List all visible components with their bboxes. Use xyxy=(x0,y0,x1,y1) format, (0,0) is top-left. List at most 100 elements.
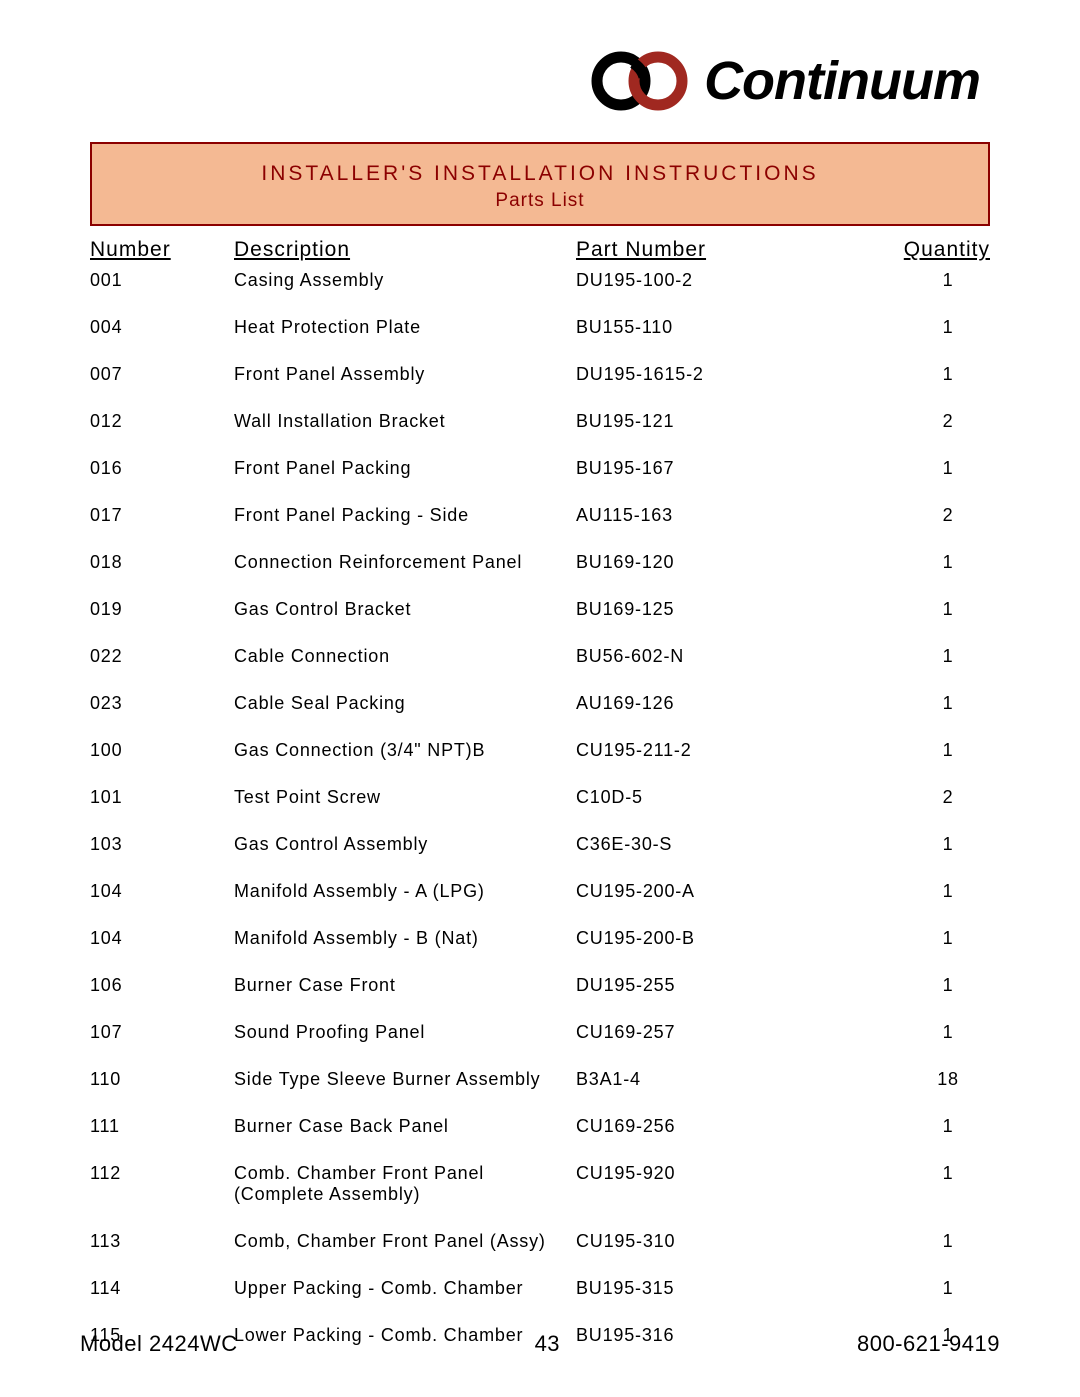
header-quantity: Quantity xyxy=(846,234,990,268)
cell-description: Connection Reinforcement Panel xyxy=(234,544,576,591)
cell-description: Comb. Chamber Front Panel (Complete Asse… xyxy=(234,1155,576,1223)
table-row: 104Manifold Assembly - B (Nat)CU195-200-… xyxy=(90,920,990,967)
header-partnumber: Part Number xyxy=(576,234,846,268)
table-row: 112Comb. Chamber Front Panel (Complete A… xyxy=(90,1155,990,1223)
table-row: 101Test Point ScrewC10D-52 xyxy=(90,779,990,826)
footer-phone: 800-621-9419 xyxy=(857,1331,1000,1357)
cell-number: 103 xyxy=(90,826,234,873)
cell-description: Wall Installation Bracket xyxy=(234,403,576,450)
cell-partnumber: DU195-100-2 xyxy=(576,268,846,309)
cell-description: Gas Control Assembly xyxy=(234,826,576,873)
cell-partnumber: CU195-310 xyxy=(576,1223,846,1270)
cell-quantity: 2 xyxy=(846,779,990,826)
cell-quantity: 1 xyxy=(846,732,990,779)
cell-number: 019 xyxy=(90,591,234,638)
table-row: 018Connection Reinforcement PanelBU169-1… xyxy=(90,544,990,591)
cell-partnumber: C36E-30-S xyxy=(576,826,846,873)
cell-partnumber: CU169-256 xyxy=(576,1108,846,1155)
cell-quantity: 2 xyxy=(846,497,990,544)
cell-partnumber: CU169-257 xyxy=(576,1014,846,1061)
table-row: 107Sound Proofing PanelCU169-2571 xyxy=(90,1014,990,1061)
logo-text: Continuum xyxy=(704,50,980,112)
cell-partnumber: BU169-125 xyxy=(576,591,846,638)
cell-number: 007 xyxy=(90,356,234,403)
cell-number: 104 xyxy=(90,920,234,967)
cell-number: 101 xyxy=(90,779,234,826)
parts-table-container: Number Description Part Number Quantity … xyxy=(90,234,990,1364)
cell-quantity: 2 xyxy=(846,403,990,450)
cell-partnumber: DU195-255 xyxy=(576,967,846,1014)
cell-description: Front Panel Assembly xyxy=(234,356,576,403)
cell-quantity: 1 xyxy=(846,591,990,638)
logo-container: Continuum xyxy=(0,0,1080,132)
cell-number: 023 xyxy=(90,685,234,732)
table-row: 110Side Type Sleeve Burner AssemblyB3A1-… xyxy=(90,1061,990,1108)
footer-page: 43 xyxy=(535,1331,560,1357)
cell-partnumber: BU155-110 xyxy=(576,309,846,356)
cell-description: Burner Case Front xyxy=(234,967,576,1014)
header-box: INSTALLER'S INSTALLATION INSTRUCTIONS Pa… xyxy=(90,142,990,226)
cell-description: Front Panel Packing - Side xyxy=(234,497,576,544)
cell-number: 113 xyxy=(90,1223,234,1270)
cell-partnumber: BU169-120 xyxy=(576,544,846,591)
table-row: 022Cable ConnectionBU56-602-N1 xyxy=(90,638,990,685)
header-title: INSTALLER'S INSTALLATION INSTRUCTIONS xyxy=(102,162,978,186)
table-row: 023Cable Seal PackingAU169-1261 xyxy=(90,685,990,732)
cell-description: Manifold Assembly - B (Nat) xyxy=(234,920,576,967)
cell-number: 012 xyxy=(90,403,234,450)
cell-partnumber: AU115-163 xyxy=(576,497,846,544)
cell-quantity: 1 xyxy=(846,920,990,967)
table-row: 012Wall Installation BracketBU195-1212 xyxy=(90,403,990,450)
cell-partnumber: CU195-200-A xyxy=(576,873,846,920)
cell-quantity: 1 xyxy=(846,1014,990,1061)
cell-number: 001 xyxy=(90,268,234,309)
table-row: 113Comb, Chamber Front Panel (Assy)CU195… xyxy=(90,1223,990,1270)
cell-description: Cable Seal Packing xyxy=(234,685,576,732)
cell-quantity: 1 xyxy=(846,967,990,1014)
cell-quantity: 1 xyxy=(846,1155,990,1223)
cell-description: Heat Protection Plate xyxy=(234,309,576,356)
cell-partnumber: AU169-126 xyxy=(576,685,846,732)
table-row: 007Front Panel AssemblyDU195-1615-21 xyxy=(90,356,990,403)
cell-description: Sound Proofing Panel xyxy=(234,1014,576,1061)
cell-partnumber: BU195-121 xyxy=(576,403,846,450)
table-row: 001Casing AssemblyDU195-100-21 xyxy=(90,268,990,309)
table-row: 004Heat Protection PlateBU155-1101 xyxy=(90,309,990,356)
cell-quantity: 1 xyxy=(846,826,990,873)
cell-number: 111 xyxy=(90,1108,234,1155)
cell-number: 112 xyxy=(90,1155,234,1223)
cell-description: Side Type Sleeve Burner Assembly xyxy=(234,1061,576,1108)
footer-model: Model 2424WC xyxy=(80,1331,238,1357)
cell-description: Test Point Screw xyxy=(234,779,576,826)
cell-number: 004 xyxy=(90,309,234,356)
cell-number: 110 xyxy=(90,1061,234,1108)
header-number: Number xyxy=(90,234,234,268)
header-description: Description xyxy=(234,234,576,268)
cell-partnumber: B3A1-4 xyxy=(576,1061,846,1108)
cell-number: 017 xyxy=(90,497,234,544)
cell-number: 100 xyxy=(90,732,234,779)
cell-quantity: 1 xyxy=(846,685,990,732)
cell-description: Burner Case Back Panel xyxy=(234,1108,576,1155)
parts-table: Number Description Part Number Quantity … xyxy=(90,234,990,1364)
parts-table-body: 001Casing AssemblyDU195-100-21004Heat Pr… xyxy=(90,268,990,1364)
cell-partnumber: BU56-602-N xyxy=(576,638,846,685)
cell-quantity: 1 xyxy=(846,1270,990,1317)
cell-partnumber: BU195-315 xyxy=(576,1270,846,1317)
cell-quantity: 1 xyxy=(846,544,990,591)
cell-quantity: 1 xyxy=(846,268,990,309)
table-row: 114Upper Packing - Comb. ChamberBU195-31… xyxy=(90,1270,990,1317)
cell-description: Gas Connection (3/4" NPT)B xyxy=(234,732,576,779)
cell-partnumber: CU195-920 xyxy=(576,1155,846,1223)
interlock-rings-icon xyxy=(586,51,696,111)
cell-description: Comb, Chamber Front Panel (Assy) xyxy=(234,1223,576,1270)
table-row: 103Gas Control AssemblyC36E-30-S1 xyxy=(90,826,990,873)
cell-partnumber: DU195-1615-2 xyxy=(576,356,846,403)
cell-quantity: 1 xyxy=(846,873,990,920)
cell-description: Upper Packing - Comb. Chamber xyxy=(234,1270,576,1317)
table-row: 016Front Panel PackingBU195-1671 xyxy=(90,450,990,497)
cell-number: 022 xyxy=(90,638,234,685)
header-subtitle: Parts List xyxy=(102,190,978,212)
cell-number: 018 xyxy=(90,544,234,591)
cell-partnumber: CU195-211-2 xyxy=(576,732,846,779)
